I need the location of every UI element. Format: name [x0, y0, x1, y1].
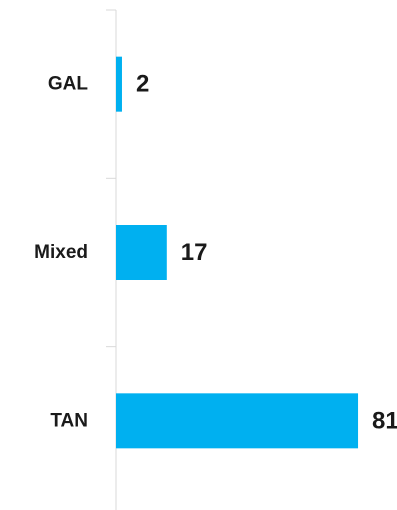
bar-tan [116, 393, 359, 449]
bar-layer [116, 56, 359, 449]
axis-layer [106, 9, 117, 510]
category-label-gal: GAL [48, 74, 89, 95]
data-label-tan: 81 [372, 407, 397, 434]
bar-mixed [116, 225, 167, 280]
category-label-tan: TAN [50, 410, 88, 431]
category-label-mixed: Mixed [34, 242, 88, 263]
data-label-gal: 2 [136, 71, 149, 98]
bar-gal [116, 56, 122, 112]
data-label-mixed: 17 [181, 239, 208, 266]
label-layer: GAL 2 Mixed 17 TAN 81 [34, 71, 397, 435]
